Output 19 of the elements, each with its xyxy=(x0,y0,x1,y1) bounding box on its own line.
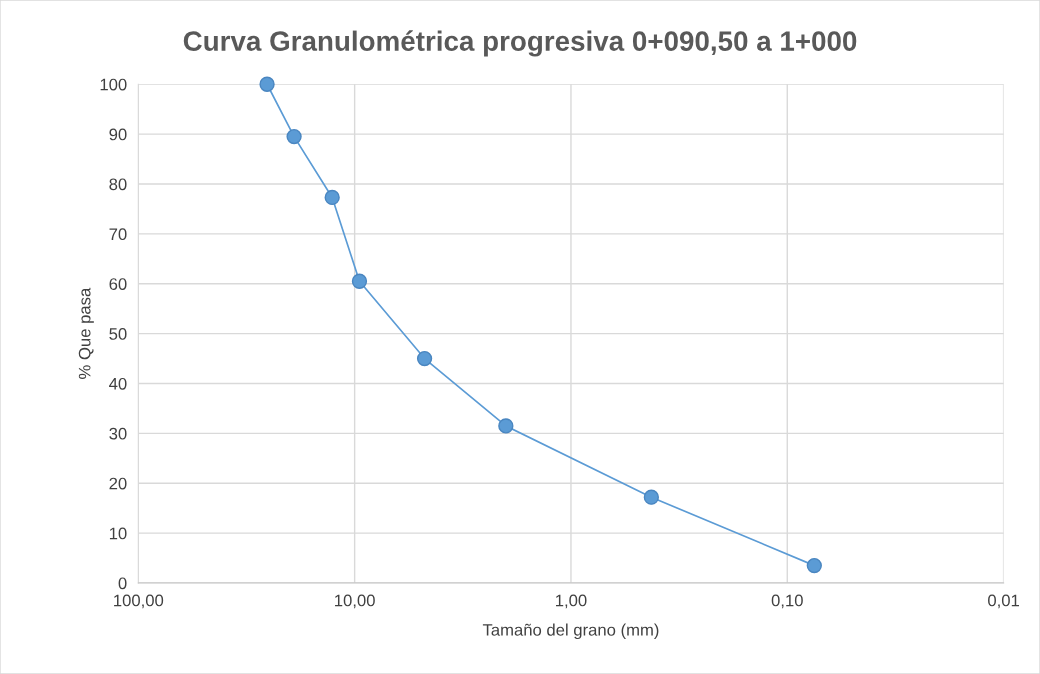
chart-title: Curva Granulométrica progresiva 0+090,50 a 1+000 xyxy=(183,30,857,57)
x-axis-title: Tamaño del grano (mm) xyxy=(482,623,659,640)
x-tick-label: 0,01 xyxy=(988,594,1020,609)
y-tick-label: 30 xyxy=(109,427,127,440)
y-tick-label: 50 xyxy=(109,328,127,340)
x-tick-label: 1,00 xyxy=(556,594,587,609)
y-tick-label: 90 xyxy=(109,128,127,141)
y-tick-label: 0 xyxy=(118,577,127,590)
y-tick-label: 10 xyxy=(109,527,127,540)
x-tick-label: 100,00 xyxy=(114,594,164,609)
y-tick-label: 60 xyxy=(109,278,127,290)
y-tick-label: 20 xyxy=(109,477,127,490)
y-tick-label: 40 xyxy=(109,377,127,390)
x-tick-label: 0,10 xyxy=(771,594,803,609)
y-axis-title: % Que pasa xyxy=(78,287,94,379)
y-tick-label: 80 xyxy=(109,178,127,191)
y-tick-label: 70 xyxy=(109,228,127,241)
y-tick-label: 100 xyxy=(100,78,127,91)
x-tick-label: 10,00 xyxy=(335,594,375,609)
